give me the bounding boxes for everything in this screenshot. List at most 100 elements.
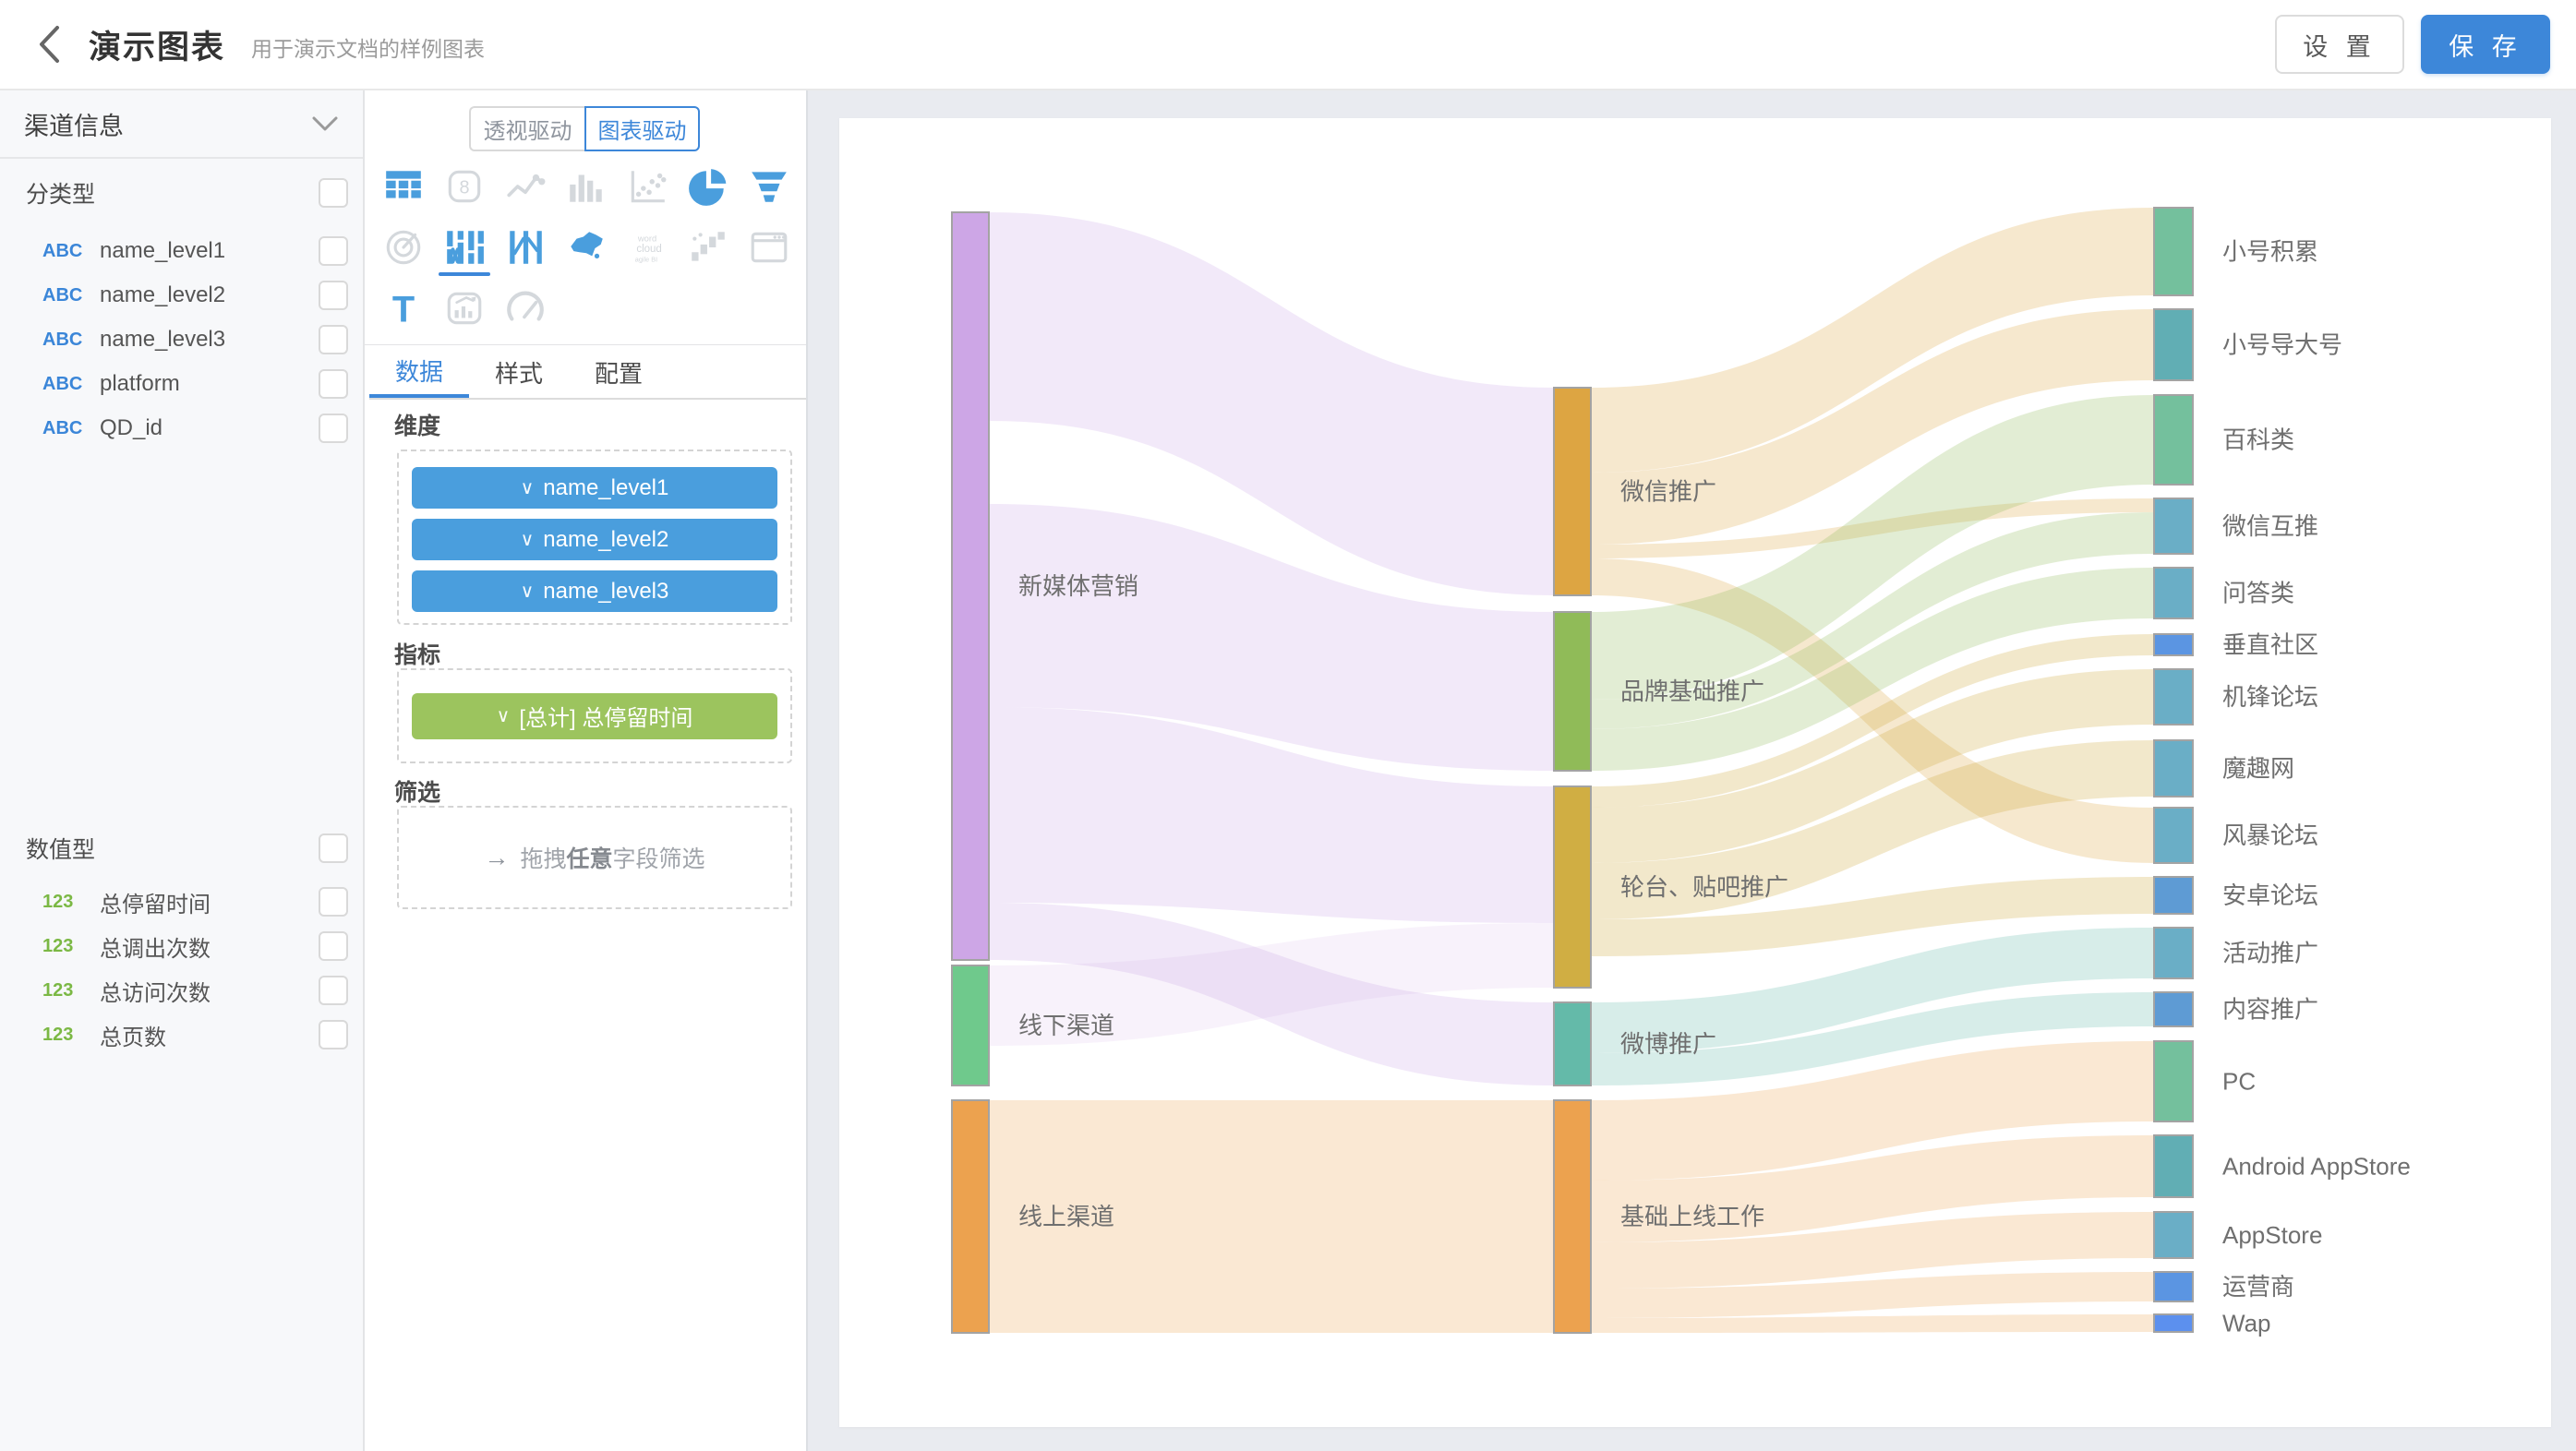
pie-chart-icon[interactable] <box>678 156 739 217</box>
field-item[interactable]: ABC name_level2 <box>0 273 363 318</box>
field-item[interactable]: 123 总停留时间 <box>0 880 363 924</box>
sankey-link[interactable] <box>1591 1314 2154 1333</box>
sankey-link[interactable] <box>1591 1135 2154 1242</box>
field-checkbox[interactable] <box>319 369 348 399</box>
text-icon[interactable]: T <box>373 278 434 339</box>
metric-pill[interactable]: ∨ [总计] 总停留时间 <box>412 692 777 739</box>
sankey-link[interactable] <box>989 903 1554 1085</box>
sankey-link[interactable] <box>1591 928 2154 1053</box>
sankey-link[interactable] <box>989 212 1554 595</box>
dimension-pill[interactable]: ∨ name_level3 <box>412 570 777 612</box>
sankey-link[interactable] <box>1591 498 2154 558</box>
field-checkbox[interactable] <box>319 414 348 443</box>
sankey-node[interactable] <box>2153 1271 2194 1302</box>
sankey-link[interactable] <box>1591 669 2154 863</box>
scorecard-icon[interactable]: 8 <box>434 156 495 217</box>
funnel-icon[interactable] <box>739 156 800 217</box>
sankey-node[interactable] <box>2153 927 2194 979</box>
sankey-node[interactable] <box>2153 1313 2194 1333</box>
field-item[interactable]: 123 总页数 <box>0 1013 363 1057</box>
sankey-node[interactable] <box>2153 394 2194 486</box>
sankey-node[interactable] <box>2153 1134 2194 1198</box>
tab-style[interactable]: 样式 <box>494 359 543 388</box>
richtext-icon[interactable] <box>434 278 495 339</box>
sankey-node[interactable] <box>1553 387 1592 596</box>
sankey-icon[interactable] <box>434 217 495 278</box>
sankey-link[interactable] <box>1591 568 2154 771</box>
field-item[interactable]: ABC QD_id <box>0 406 363 450</box>
iframe-icon[interactable] <box>739 217 800 278</box>
sankey-link[interactable] <box>1591 208 2154 473</box>
sankey-node[interactable] <box>1553 611 1592 772</box>
sankey-node[interactable] <box>1553 1001 1592 1086</box>
sankey-link[interactable] <box>1591 634 2154 808</box>
sankey-node[interactable] <box>2153 1211 2194 1259</box>
sankey-node[interactable] <box>951 965 990 1086</box>
field-checkbox[interactable] <box>319 236 348 266</box>
mode-chart-driven[interactable]: 图表驱动 <box>584 106 700 151</box>
field-checkbox[interactable] <box>319 325 348 354</box>
field-checkbox[interactable] <box>319 281 348 310</box>
field-checkbox[interactable] <box>319 931 348 961</box>
sankey-link[interactable] <box>1591 512 2154 729</box>
back-button[interactable] <box>17 12 81 77</box>
line-chart-icon[interactable] <box>495 156 556 217</box>
map-icon[interactable] <box>556 217 617 278</box>
bar-chart-icon[interactable] <box>556 156 617 217</box>
section-checkbox[interactable] <box>319 178 348 208</box>
waterfall-icon[interactable] <box>678 217 739 278</box>
sankey-node[interactable] <box>2153 207 2194 296</box>
dataset-header[interactable]: 渠道信息 <box>0 90 363 159</box>
mode-pivot-driven[interactable]: 透视驱动 <box>469 106 584 151</box>
sankey-link[interactable] <box>1591 740 2154 919</box>
sankey-node[interactable] <box>2153 876 2194 915</box>
sankey-node[interactable] <box>1553 785 1592 989</box>
metric-dropzone[interactable]: ∨ [总计] 总停留时间 <box>397 668 792 763</box>
dimension-dropzone[interactable]: ∨ name_level1 ∨ name_level2 ∨ name_level3 <box>397 450 792 625</box>
dimension-pill[interactable]: ∨ name_level2 <box>412 519 777 560</box>
field-checkbox[interactable] <box>319 976 348 1005</box>
tab-data[interactable]: 数据 <box>369 346 469 398</box>
sankey-link[interactable] <box>1591 992 2154 1085</box>
sankey-link[interactable] <box>1591 877 2154 956</box>
table-icon[interactable] <box>373 156 434 217</box>
gauge-icon[interactable] <box>495 278 556 339</box>
sankey-link[interactable] <box>1591 558 2154 863</box>
sankey-node[interactable] <box>2153 498 2194 555</box>
field-item[interactable]: ABC platform <box>0 362 363 406</box>
sankey-node[interactable] <box>2153 668 2194 726</box>
radar-icon[interactable] <box>373 217 434 278</box>
sankey-node[interactable] <box>2153 991 2194 1027</box>
sankey-link[interactable] <box>989 923 1554 1046</box>
scatter-icon[interactable] <box>617 156 678 217</box>
section-checkbox[interactable] <box>319 833 348 863</box>
settings-button[interactable]: 设 置 <box>2275 15 2404 74</box>
sankey-node[interactable] <box>951 211 990 961</box>
sankey-node[interactable] <box>2153 308 2194 381</box>
sankey-link[interactable] <box>1591 1272 2154 1318</box>
sankey-node[interactable] <box>2153 739 2194 797</box>
sankey-node[interactable] <box>2153 567 2194 619</box>
tab-settings[interactable]: 配置 <box>594 359 643 388</box>
sankey-node[interactable] <box>1553 1099 1592 1334</box>
sankey-link[interactable] <box>989 1100 1554 1333</box>
field-item[interactable]: ABC name_level3 <box>0 318 363 362</box>
sankey-node[interactable] <box>951 1099 990 1334</box>
sankey-node[interactable] <box>2153 633 2194 656</box>
sankey-link[interactable] <box>1591 395 2154 700</box>
field-item[interactable]: 123 总访问次数 <box>0 968 363 1013</box>
parallel-icon[interactable] <box>495 217 556 278</box>
sankey-link[interactable] <box>1591 1041 2154 1181</box>
sankey-link[interactable] <box>989 707 1554 923</box>
dimension-pill[interactable]: ∨ name_level1 <box>412 467 777 509</box>
filter-dropzone[interactable]: → 拖拽任意字段筛选 <box>397 806 792 909</box>
wordcloud-icon[interactable]: word cloud agile BI <box>617 217 678 278</box>
sankey-link[interactable] <box>1591 1212 2154 1289</box>
field-item[interactable]: ABC name_level1 <box>0 229 363 273</box>
sankey-link[interactable] <box>989 504 1554 771</box>
save-button[interactable]: 保 存 <box>2421 15 2550 74</box>
sankey-link[interactable] <box>1591 309 2154 545</box>
field-checkbox[interactable] <box>319 1020 348 1049</box>
sankey-node[interactable] <box>2153 1040 2194 1122</box>
